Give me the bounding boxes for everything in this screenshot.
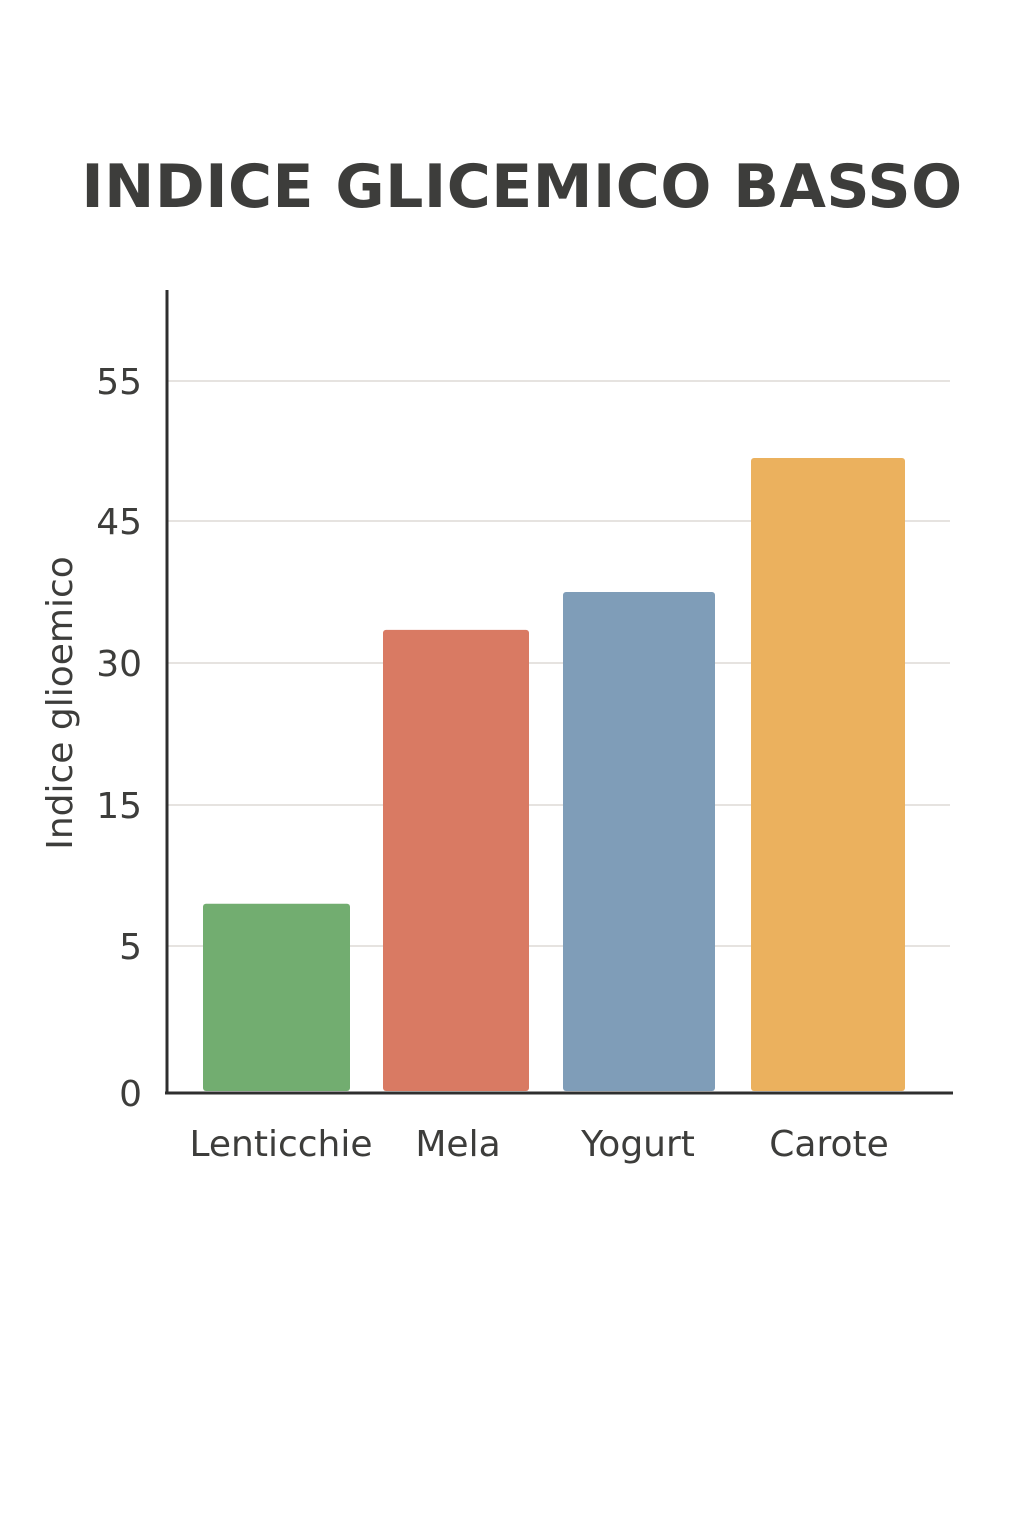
x-tick-label: Lenticchie <box>189 1124 372 1165</box>
category-labels: Lenticchie Mela Yogurt Carote <box>189 1124 888 1165</box>
x-tick-label: Carote <box>769 1124 889 1165</box>
bar-mela <box>383 629 529 1091</box>
x-tick-label: Yogurt <box>580 1124 695 1165</box>
bars <box>203 458 905 1091</box>
bar-yogurt <box>563 592 715 1091</box>
y-tick-label: 0 <box>119 1074 142 1115</box>
y-tick-label: 55 <box>96 362 142 403</box>
y-tick-label: 15 <box>96 786 142 827</box>
y-axis-title: Indice glioemico <box>40 556 81 850</box>
y-tick-labels: 0 5 15 30 45 55 <box>96 362 142 1115</box>
bar-lenticchie <box>203 903 350 1091</box>
bar-carote <box>751 458 905 1091</box>
y-tick-label: 30 <box>96 644 142 685</box>
y-tick-label: 45 <box>96 502 142 543</box>
y-tick-label: 5 <box>119 927 142 968</box>
chart-title: INDICE GLICEMICO BASSO <box>81 152 963 222</box>
x-tick-label: Mela <box>415 1124 500 1165</box>
